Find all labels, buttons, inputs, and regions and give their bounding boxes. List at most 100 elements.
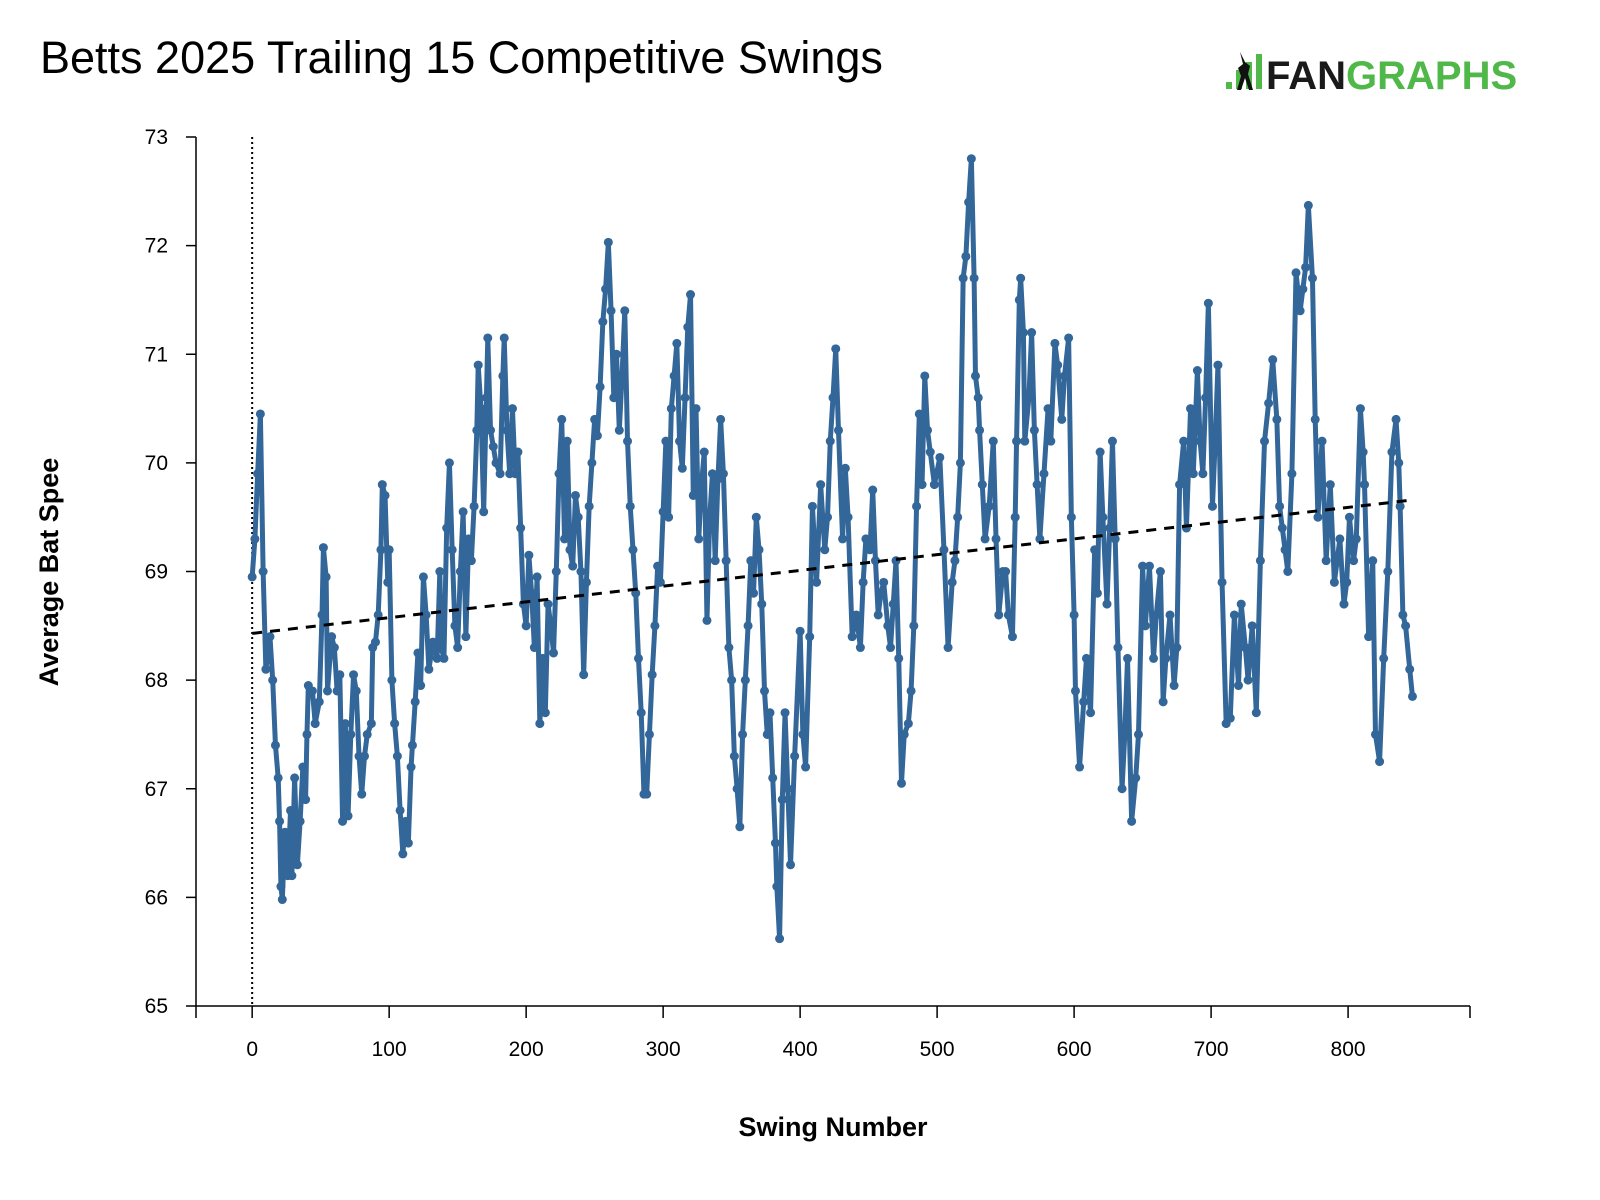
data-point xyxy=(346,729,356,739)
data-point xyxy=(286,805,296,815)
data-point xyxy=(1351,534,1361,544)
data-point xyxy=(1050,338,1060,348)
data-point xyxy=(1032,480,1042,490)
data-point xyxy=(1117,784,1127,794)
data-point xyxy=(557,414,567,424)
data-point xyxy=(549,648,559,658)
x-axis-label: Swing Number xyxy=(738,1112,928,1142)
data-point xyxy=(301,795,311,805)
data-point xyxy=(516,523,526,533)
data-point xyxy=(724,643,734,653)
data-point xyxy=(529,643,539,653)
data-point xyxy=(625,501,635,511)
data-point xyxy=(950,556,960,566)
data-point xyxy=(491,458,501,468)
data-point xyxy=(598,317,608,327)
data-point xyxy=(323,686,333,696)
data-point xyxy=(390,719,400,729)
data-point xyxy=(1110,534,1120,544)
data-point xyxy=(1332,556,1342,566)
data-point xyxy=(888,599,898,609)
data-point xyxy=(601,284,611,294)
data-point xyxy=(387,675,397,685)
data-point xyxy=(275,816,285,826)
data-point xyxy=(527,588,537,598)
data-point xyxy=(851,610,861,620)
data-point xyxy=(775,934,785,944)
data-point xyxy=(1151,610,1161,620)
data-point xyxy=(772,882,782,892)
data-point xyxy=(1158,697,1168,707)
data-point xyxy=(1188,469,1198,479)
data-point xyxy=(1010,512,1020,522)
data-point xyxy=(579,670,589,680)
data-point xyxy=(1070,686,1080,696)
data-point xyxy=(1283,567,1293,576)
data-point xyxy=(729,751,739,761)
data-point xyxy=(751,512,761,522)
data-point xyxy=(876,588,886,598)
data-point xyxy=(338,816,348,826)
data-point xyxy=(994,610,1004,620)
data-point xyxy=(383,577,393,587)
data-point xyxy=(1075,762,1085,772)
data-point xyxy=(335,670,345,680)
data-point xyxy=(1133,729,1143,739)
data-point xyxy=(1329,577,1339,587)
data-point xyxy=(823,512,833,522)
data-point xyxy=(955,458,965,468)
data-point xyxy=(1391,414,1401,424)
data-point xyxy=(450,621,460,631)
data-point xyxy=(718,469,728,479)
data-point xyxy=(1210,436,1220,446)
data-point xyxy=(513,447,523,457)
data-point xyxy=(1398,610,1408,620)
data-point xyxy=(1307,273,1317,283)
data-point xyxy=(661,436,671,446)
data-point xyxy=(261,664,271,674)
data-point xyxy=(1149,653,1159,663)
data-point xyxy=(1236,599,1246,609)
data-point xyxy=(686,290,696,300)
data-point xyxy=(1264,398,1274,408)
data-point xyxy=(1090,545,1100,555)
data-point xyxy=(754,545,764,555)
data-point xyxy=(786,860,796,870)
data-point xyxy=(1379,653,1389,663)
data-point xyxy=(1233,681,1243,691)
data-point xyxy=(1043,404,1053,414)
data-point xyxy=(917,480,927,490)
data-point xyxy=(675,436,685,446)
x-tick-label: 700 xyxy=(1194,1038,1229,1061)
trend-line-dashed xyxy=(251,498,1415,635)
data-point xyxy=(1240,643,1250,653)
data-point xyxy=(302,729,312,739)
data-point xyxy=(253,469,263,479)
data-point xyxy=(840,463,850,473)
data-point xyxy=(1007,632,1017,642)
data-point xyxy=(865,545,875,555)
data-point xyxy=(287,871,297,881)
data-point xyxy=(1355,404,1365,414)
data-point xyxy=(929,480,939,490)
data-point xyxy=(647,670,657,680)
data-point xyxy=(502,425,512,435)
data-point xyxy=(1127,816,1137,826)
x-tick-label: 100 xyxy=(372,1038,407,1061)
data-point xyxy=(609,393,619,403)
data-point xyxy=(977,480,987,490)
data-point xyxy=(590,414,600,424)
data-point xyxy=(1298,284,1308,294)
data-point xyxy=(1277,523,1287,533)
data-point xyxy=(735,822,745,832)
data-point xyxy=(298,762,308,772)
data-point xyxy=(828,393,838,403)
data-point xyxy=(461,632,471,642)
y-tick-label: 71 xyxy=(145,343,168,366)
data-point xyxy=(1255,556,1265,566)
data-point xyxy=(268,675,278,685)
data-point xyxy=(327,632,337,642)
data-point xyxy=(666,404,676,414)
y-tick-label: 65 xyxy=(145,995,168,1018)
data-point xyxy=(653,561,663,571)
